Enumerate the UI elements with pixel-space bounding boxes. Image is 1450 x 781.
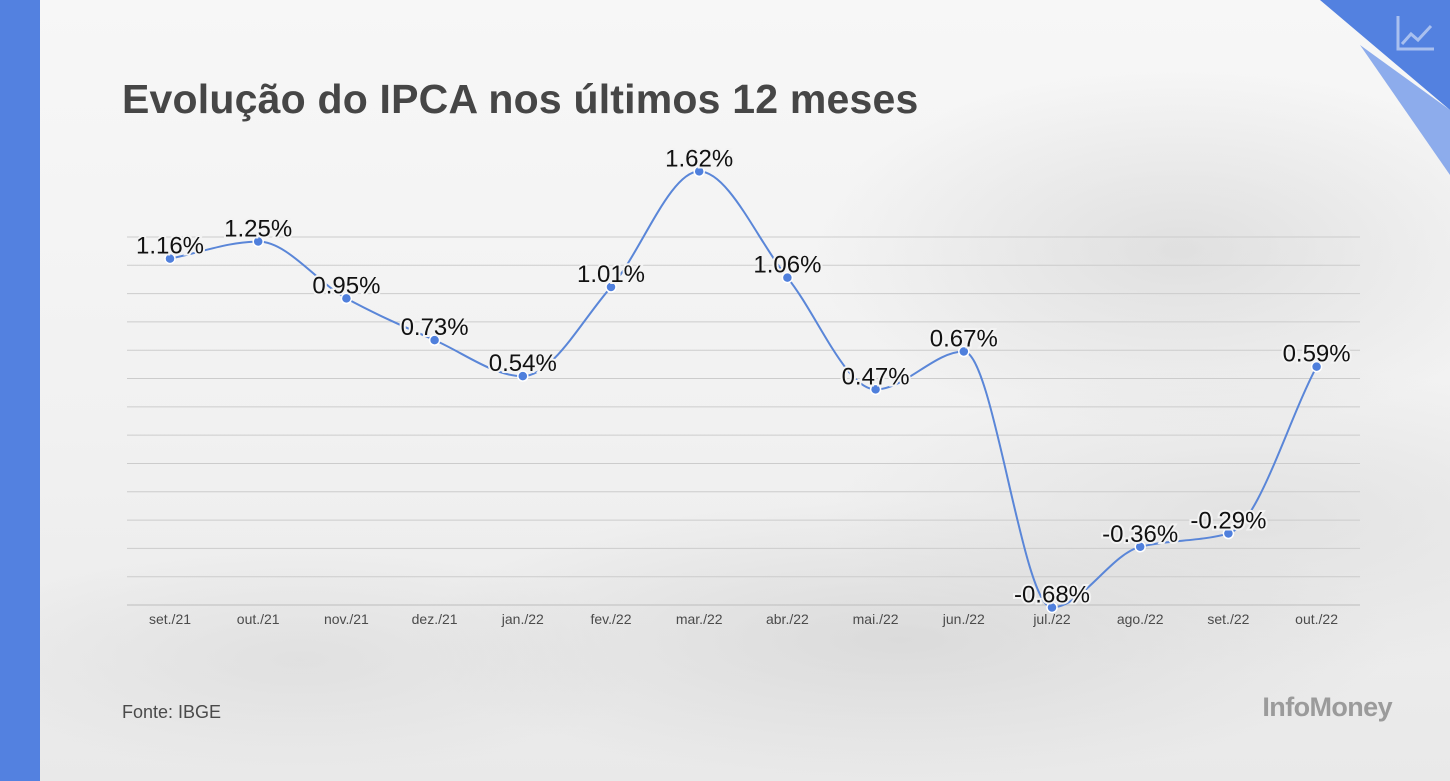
data-label: 0.59%: [1283, 341, 1351, 368]
data-point: [252, 235, 264, 248]
data-point: [781, 271, 794, 284]
series-points: [164, 165, 1323, 614]
accent-side-bar: [0, 0, 40, 781]
data-point: [340, 292, 353, 305]
data-label: 0.47%: [842, 363, 910, 390]
data-point: [693, 165, 705, 178]
x-tick-label: out./22: [1295, 611, 1338, 627]
data-label: 1.06%: [753, 252, 821, 279]
x-tick-label: nov./21: [324, 611, 369, 627]
x-tick-label: set./22: [1207, 611, 1249, 627]
data-point: [1310, 360, 1323, 373]
x-tick-label: jul./22: [1032, 611, 1071, 627]
data-point: [1134, 541, 1146, 553]
x-tick-label: mar./22: [676, 611, 723, 627]
data-label: -0.36%: [1102, 521, 1178, 548]
x-tick-label: set./21: [149, 611, 191, 627]
page-title: Evolução do IPCA nos últimos 12 meses: [122, 76, 919, 122]
x-tick-label: mai./22: [853, 611, 899, 627]
data-label: 1.25%: [224, 216, 292, 243]
data-point: [605, 281, 617, 293]
data-point: [428, 334, 441, 346]
data-point: [958, 345, 970, 358]
data-point: [164, 252, 176, 265]
source-note: Fonte: IBGE: [122, 702, 222, 722]
data-label: 1.01%: [577, 261, 645, 288]
brand-logo: InfoMoney: [1262, 692, 1392, 722]
x-axis-tick-labels: set./21 out./21 nov./21 dez./21 jan./22 fev./…: [149, 611, 1338, 627]
data-label: -0.29%: [1190, 508, 1266, 535]
data-label: 0.95%: [312, 272, 380, 299]
x-tick-label: out./21: [237, 611, 280, 627]
data-label: 0.54%: [489, 350, 557, 377]
x-tick-label: ago./22: [1117, 611, 1164, 627]
x-tick-label: jun./22: [942, 611, 985, 627]
data-point: [1046, 601, 1058, 614]
data-label: 0.67%: [930, 326, 998, 353]
data-label: -0.68%: [1014, 581, 1090, 608]
data-point: [869, 383, 882, 396]
corner-decoration: [1320, 0, 1450, 175]
chart-gridlines: [127, 236, 1360, 606]
x-tick-label: fev./22: [591, 611, 632, 627]
data-point: [1222, 527, 1235, 540]
x-tick-label: dez./21: [412, 611, 458, 627]
data-point: [517, 370, 529, 382]
x-tick-label: abr./22: [766, 611, 809, 627]
line-chart-icon: [1396, 16, 1434, 51]
x-tick-label: jan./22: [501, 611, 544, 627]
data-label: 1.62%: [665, 145, 733, 172]
data-label: 1.16%: [136, 233, 204, 260]
data-label: 0.73%: [401, 314, 469, 341]
data-labels: 1.16% 1.25% 0.95% 0.73% 0.54% 1.01% 1.62% 1.06%…: [134, 143, 1353, 610]
